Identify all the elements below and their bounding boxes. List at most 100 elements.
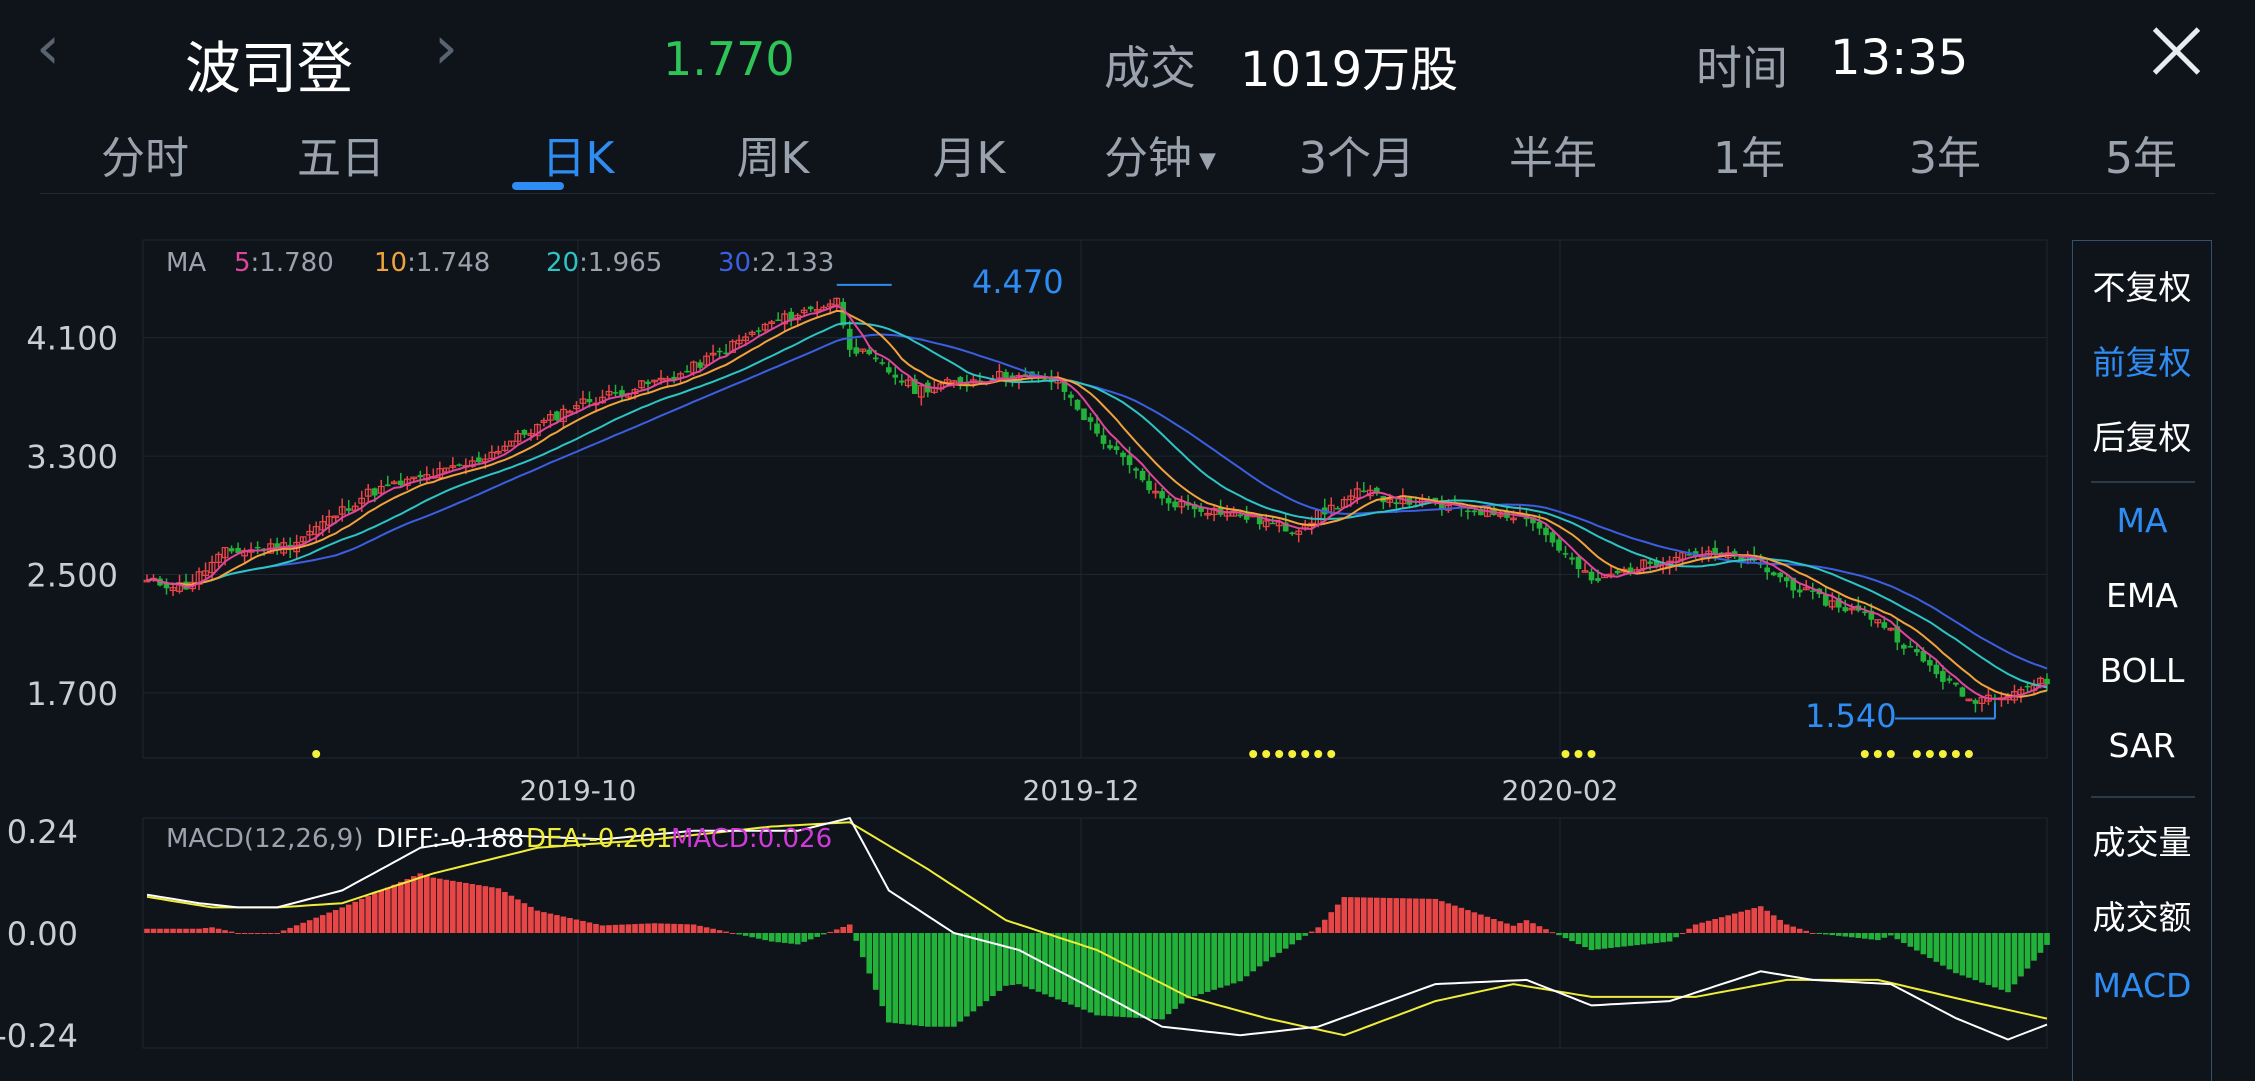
side-option-boll[interactable]: BOLL: [2099, 651, 2185, 690]
candle: [904, 379, 912, 387]
macd-histogram-bar: [768, 933, 775, 942]
macd-histogram-bar: [495, 888, 502, 933]
candle: [898, 380, 905, 383]
macd-histogram-bar: [970, 933, 977, 1012]
stock-chart[interactable]: 4.100 3.300 2.500 1.700 2019-10 2019-12 2020-0…: [0, 200, 2060, 1080]
macd-histogram-bar: [1380, 897, 1387, 933]
side-option-ema[interactable]: EMA: [2106, 576, 2178, 615]
macd-histogram-bar: [176, 928, 183, 933]
tab-minute[interactable]: 分钟 ▼: [1055, 122, 1265, 186]
macd-histogram-bar: [964, 933, 970, 1017]
tab-3-years[interactable]: 3年: [1909, 133, 1981, 184]
tab-daily-k[interactable]: 日K: [541, 133, 615, 184]
macd-histogram-bar: [1953, 933, 1959, 974]
macd-histogram-bar: [339, 907, 346, 933]
macd-histogram-bar: [788, 933, 794, 944]
macd-histogram-bar: [1400, 898, 1406, 933]
macd-histogram-bar: [170, 928, 176, 933]
side-option-ma[interactable]: MA: [2116, 501, 2168, 540]
macd-histogram-bar: [1334, 904, 1341, 933]
candle: [1881, 622, 1888, 628]
tab-half-year[interactable]: 半年: [1509, 133, 1597, 184]
signal-dot: [1925, 750, 1934, 758]
macd-histogram-bar: [625, 924, 632, 933]
signal-dot: [1873, 750, 1882, 758]
stock-name: 波司登: [185, 37, 353, 102]
macd-histogram-bar: [1003, 933, 1009, 986]
tab-weekly-k[interactable]: 周K: [736, 133, 810, 184]
prev-stock-arrow-icon[interactable]: ‹: [36, 13, 60, 83]
macd-histogram-bar: [1328, 912, 1335, 933]
side-option-volume[interactable]: 成交量: [2092, 823, 2192, 862]
candle: [1198, 506, 1204, 512]
side-option-macd[interactable]: MACD: [2092, 966, 2192, 1005]
macd-histogram-bar: [892, 933, 899, 1024]
macd-histogram-bar: [1035, 933, 1042, 992]
macd-histogram-bar: [1940, 933, 1946, 966]
macd-histogram-bar: [235, 933, 241, 934]
tab-1-year[interactable]: 1年: [1713, 133, 1785, 184]
tab-monthly-k[interactable]: 月K: [932, 133, 1006, 184]
tab-5-years[interactable]: 5年: [2105, 133, 2177, 184]
macd-axis-tick: 0.24: [7, 813, 78, 851]
macd-histogram-bar: [1048, 933, 1055, 997]
candle: [1146, 480, 1152, 491]
side-option-backward-adjust[interactable]: 后复权: [2092, 418, 2192, 457]
macd-histogram-bar: [345, 904, 352, 933]
candle: [1068, 394, 1074, 398]
tab-intraday[interactable]: 分时: [101, 133, 189, 184]
macd-histogram-bar: [384, 887, 391, 933]
close-icon[interactable]: [2150, 24, 2204, 78]
macd-histogram-bar: [684, 924, 690, 933]
candle: [1569, 557, 1575, 560]
macd-histogram-bar: [1679, 933, 1686, 934]
tab-3-months[interactable]: 3个月: [1299, 133, 1415, 184]
candle: [364, 488, 372, 497]
signal-dot: [1561, 750, 1570, 758]
candle: [1139, 470, 1146, 481]
macd-histogram-bar: [560, 916, 567, 933]
macd-histogram-bar: [313, 917, 319, 933]
candle: [1497, 514, 1504, 517]
macd-histogram-bar: [723, 931, 729, 933]
macd-histogram-bar: [632, 924, 638, 933]
macd-histogram-bar: [951, 933, 957, 1027]
candle: [1556, 539, 1562, 551]
side-option-forward-adjust[interactable]: 前复权: [2092, 343, 2192, 382]
side-option-no-adjust[interactable]: 不复权: [2092, 268, 2192, 307]
candle: [573, 405, 580, 410]
macd-histogram-bar: [1731, 913, 1738, 933]
side-option-sar[interactable]: SAR: [2108, 726, 2176, 765]
side-option-turnover[interactable]: 成交额: [2092, 898, 2192, 937]
candle: [807, 306, 814, 310]
macd-legend-params: MACD(12,26,9): [166, 824, 363, 854]
next-stock-arrow-icon[interactable]: ›: [434, 13, 458, 83]
macd-histogram-bar: [515, 899, 521, 933]
candle: [410, 476, 418, 480]
macd-histogram-bar: [189, 928, 196, 933]
candle: [377, 485, 385, 494]
candle: [1588, 571, 1595, 581]
candle: [1940, 671, 1946, 682]
candle: [1386, 499, 1394, 503]
candle: [1172, 501, 1178, 508]
candle: [1113, 446, 1120, 450]
macd-histogram-bar: [912, 933, 918, 1026]
macd-histogram-bar: [742, 933, 749, 936]
candle: [840, 301, 847, 326]
candle: [527, 432, 535, 436]
dropdown-caret-icon: ▼: [1192, 148, 1216, 174]
macd-histogram-bar: [248, 933, 254, 934]
macd-histogram-bar: [1100, 933, 1107, 1016]
candle: [312, 526, 320, 535]
macd-histogram-bar: [781, 933, 788, 943]
macd-histogram-bar: [2044, 933, 2050, 945]
candle: [859, 348, 867, 352]
candle: [417, 474, 424, 478]
tab-five-day[interactable]: 五日: [297, 133, 385, 184]
macd-histogram-bar: [1894, 933, 1901, 940]
macd-histogram-bar: [521, 903, 528, 933]
side-divider: [2091, 796, 2195, 798]
candle: [1894, 626, 1901, 643]
signal-dot: [1327, 750, 1336, 758]
